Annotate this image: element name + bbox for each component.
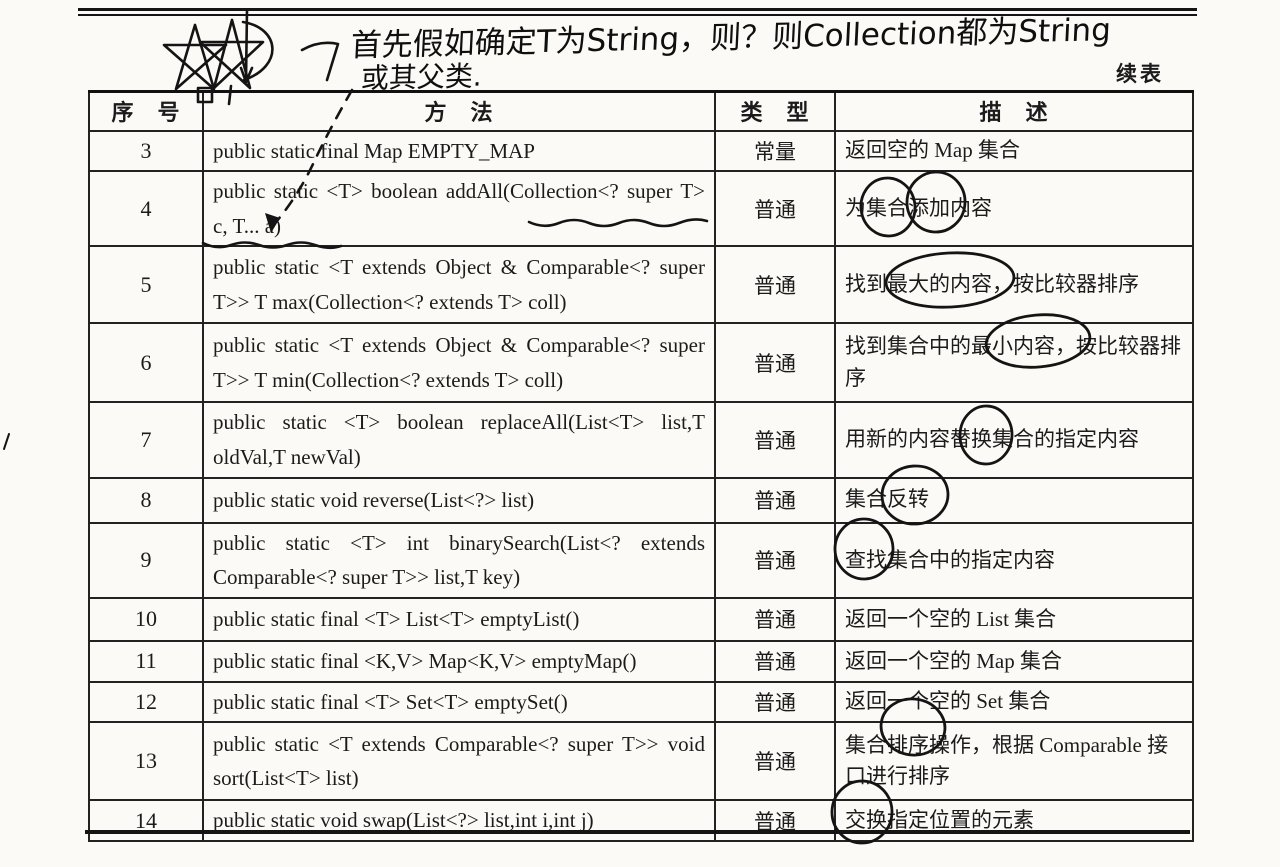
description-cell: 查找集合中的指定内容 — [834, 521, 1194, 599]
row-number-cell: 6 — [88, 322, 204, 404]
table-row: 8 public static void reverse(List<?> list… — [88, 476, 1194, 524]
description-cell: 为集合添加内容 — [834, 170, 1194, 248]
header-type: 类 型 — [714, 90, 836, 132]
method-cell: public static void swap(List<?> list,int… — [202, 799, 716, 842]
continued-table-label: 续表 — [1116, 63, 1164, 86]
table-row: 7 public static <T> boolean replaceAll(Li… — [88, 401, 1194, 479]
header-number: 序 号 — [88, 90, 204, 132]
method-cell: public static <T> boolean replaceAll(Lis… — [202, 401, 716, 479]
table-row: 5 public static <T extends Object & Compa… — [88, 245, 1194, 325]
method-cell: public static <T> int binarySearch(List<… — [202, 521, 716, 599]
table-row: 9 public static <T> int binarySearch(List… — [88, 521, 1194, 599]
type-cell: 普通 — [714, 476, 836, 524]
type-cell: 普通 — [714, 170, 836, 248]
margin-mark — [3, 433, 10, 450]
method-cell: public static <T> boolean addAll(Collect… — [202, 170, 716, 248]
row-number-cell: 3 — [88, 129, 204, 173]
type-cell: 普通 — [714, 596, 836, 642]
description-cell: 返回一个空的 Map 集合 — [834, 639, 1194, 683]
method-cell: public static final Map EMPTY_MAP — [202, 129, 716, 173]
header-description: 描 述 — [834, 90, 1194, 132]
type-cell: 常量 — [714, 129, 836, 173]
description-cell: 返回一个空的 List 集合 — [834, 596, 1194, 642]
row-number-cell: 10 — [88, 596, 204, 642]
type-cell: 普通 — [714, 245, 836, 325]
type-cell: 普通 — [714, 639, 836, 683]
table-row: 6 public static <T extends Object & Compa… — [88, 322, 1194, 404]
row-number-cell: 13 — [88, 721, 204, 802]
table-body: 3 public static final Map EMPTY_MAP 常量 返回空的… — [88, 129, 1194, 842]
row-number-cell: 5 — [88, 245, 204, 325]
method-cell: public static final <K,V> Map<K,V> empty… — [202, 639, 716, 683]
row-number-cell: 12 — [88, 680, 204, 724]
method-cell: public static <T extends Object & Compar… — [202, 322, 716, 404]
row-number-cell: 14 — [88, 799, 204, 842]
type-cell: 普通 — [714, 721, 836, 802]
description-cell: 返回一个空的 Set 集合 — [834, 680, 1194, 724]
type-cell: 普通 — [714, 799, 836, 842]
top-rule-thick — [78, 8, 1197, 11]
table-row: 12 public static final <T> Set<T> emptySe… — [88, 680, 1194, 724]
table-header: 序 号 方 法 类 型 描 述 — [88, 90, 1194, 132]
table-row: 14 public static void swap(List<?> list,i… — [88, 799, 1194, 842]
table-row: 4 public static <T> boolean addAll(Collec… — [88, 170, 1194, 248]
bottom-rule-thick — [85, 830, 1190, 834]
top-rule-thin — [78, 14, 1197, 16]
type-cell: 普通 — [714, 680, 836, 724]
type-cell: 普通 — [714, 521, 836, 599]
table-row: 11 public static final <K,V> Map<K,V> emp… — [88, 639, 1194, 683]
method-cell: public static <T extends Comparable<? su… — [202, 721, 716, 802]
row-number-cell: 7 — [88, 401, 204, 479]
table-row: 13 public static <T extends Comparable<? … — [88, 721, 1194, 802]
method-cell: public static void reverse(List<?> list) — [202, 476, 716, 524]
row-number-cell: 9 — [88, 521, 204, 599]
table-row: 3 public static final Map EMPTY_MAP 常量 返回空的… — [88, 129, 1194, 173]
table-row: 10 public static final <T> List<T> emptyL… — [88, 596, 1194, 642]
row-number-cell: 4 — [88, 170, 204, 248]
method-cell: public static <T extends Object & Compar… — [202, 245, 716, 325]
note-hook-arrow — [300, 41, 340, 82]
type-cell: 普通 — [714, 401, 836, 479]
description-cell: 集合反转 — [834, 476, 1194, 524]
row-number-cell: 11 — [88, 639, 204, 683]
description-cell: 找到集合中的最小内容，按比较器排序 — [834, 322, 1194, 404]
description-cell: 用新的内容替换集合的指定内容 — [834, 401, 1194, 479]
header-method: 方 法 — [202, 90, 716, 132]
row-number-cell: 8 — [88, 476, 204, 524]
type-cell: 普通 — [714, 322, 836, 404]
description-cell: 交换指定位置的元素 — [834, 799, 1194, 842]
methods-table: 序 号 方 法 类 型 描 述 3 public static final Map… — [88, 90, 1194, 842]
description-cell: 返回空的 Map 集合 — [834, 129, 1194, 173]
method-cell: public static final <T> Set<T> emptySet(… — [202, 680, 716, 724]
description-cell: 集合排序操作，根据 Comparable 接口进行排序 — [834, 721, 1194, 802]
description-cell: 找到最大的内容，按比较器排序 — [834, 245, 1194, 325]
method-cell: public static final <T> List<T> emptyLis… — [202, 596, 716, 642]
